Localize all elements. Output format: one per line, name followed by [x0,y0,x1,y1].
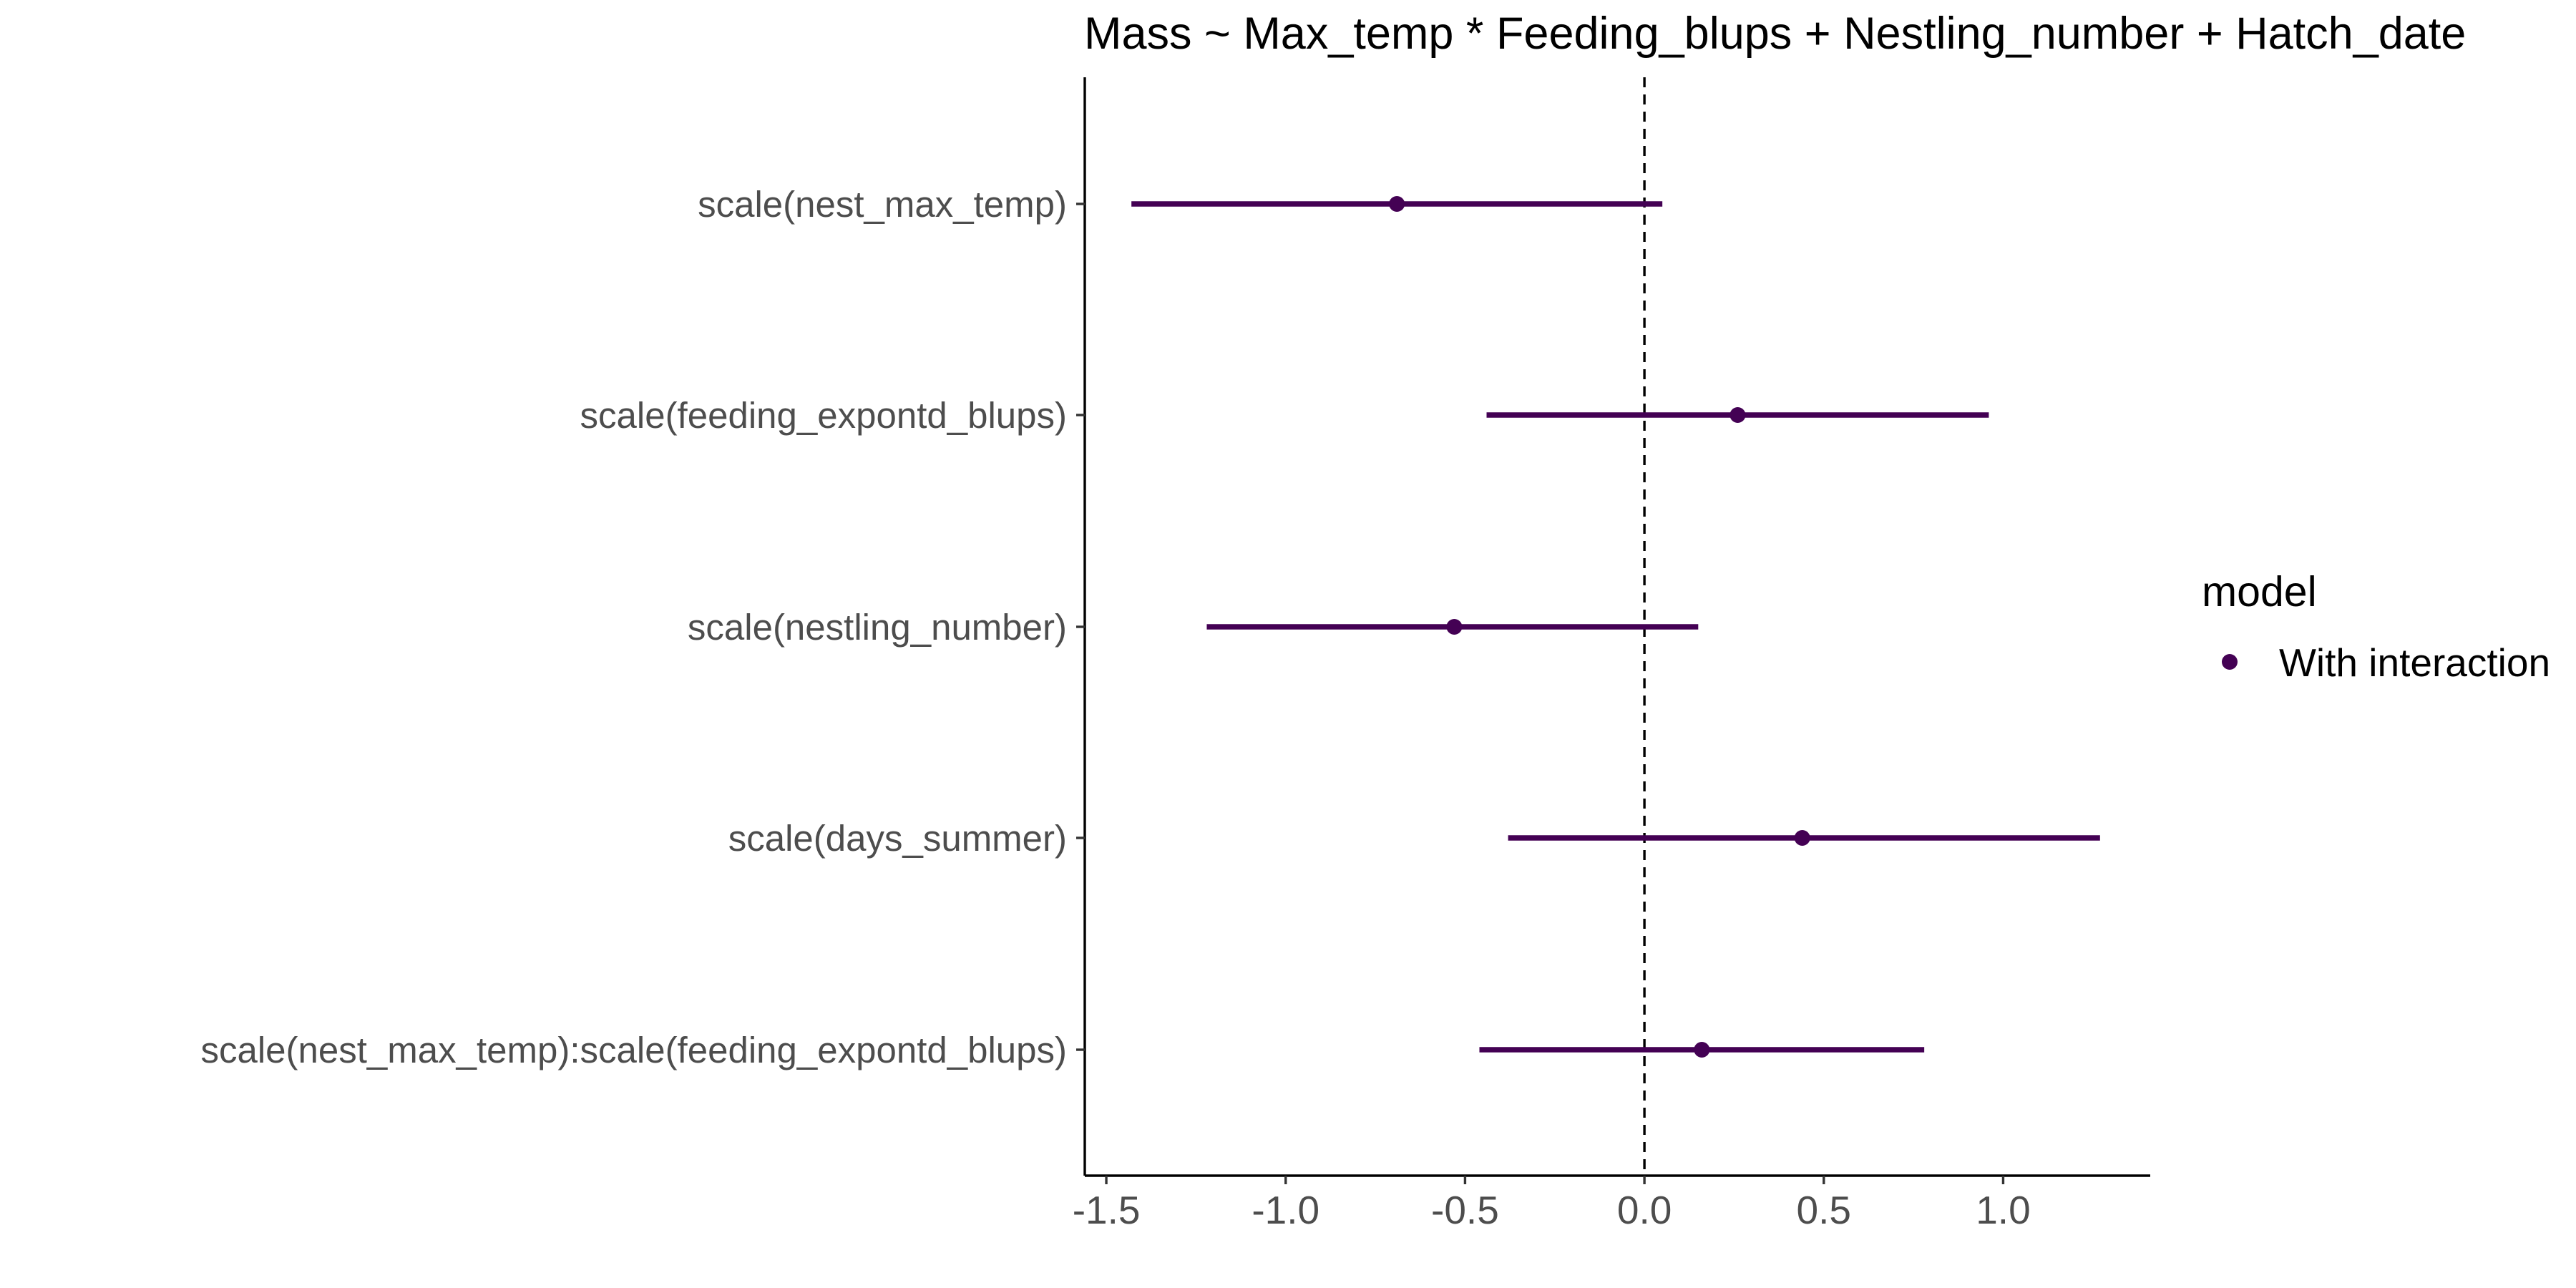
estimate-point [1794,830,1810,846]
plot-panel [1083,77,2150,1177]
y-axis-labels: scale(nest_max_temp) scale(feeding_expont… [200,184,1085,1070]
y-tick-label: scale(nest_max_temp):scale(feeding_expon… [200,1030,1067,1070]
legend-label: With interaction [2279,640,2550,685]
y-tick-label: scale(nest_max_temp) [698,184,1067,225]
y-tick-label: scale(nestling_number) [688,607,1067,648]
legend: model With interaction [2202,568,2550,685]
legend-marker [2222,654,2238,670]
estimate-point [1729,407,1746,423]
x-tick-label: 0.5 [1797,1188,1851,1232]
x-tick-label: -1.5 [1073,1188,1141,1232]
estimate-point [1389,196,1405,212]
chart-marks [1131,196,2100,1058]
x-tick-label: 1.0 [1976,1188,2030,1232]
x-tick-label: -0.5 [1431,1188,1499,1232]
y-tick-label: scale(days_summer) [728,818,1067,859]
estimate-point [1694,1042,1710,1058]
x-tick-label: -1.0 [1252,1188,1319,1232]
y-tick-label: scale(feeding_expontd_blups) [580,395,1067,436]
x-tick-label: 0.0 [1617,1188,1672,1232]
legend-title: model [2202,568,2317,615]
x-axis-ticks: -1.5 -1.0 -0.5 0.0 0.5 1.0 [1073,1176,2031,1232]
chart-title: Mass ~ Max_temp * Feeding_blups + Nestli… [1084,9,2466,59]
estimate-point [1446,619,1463,635]
